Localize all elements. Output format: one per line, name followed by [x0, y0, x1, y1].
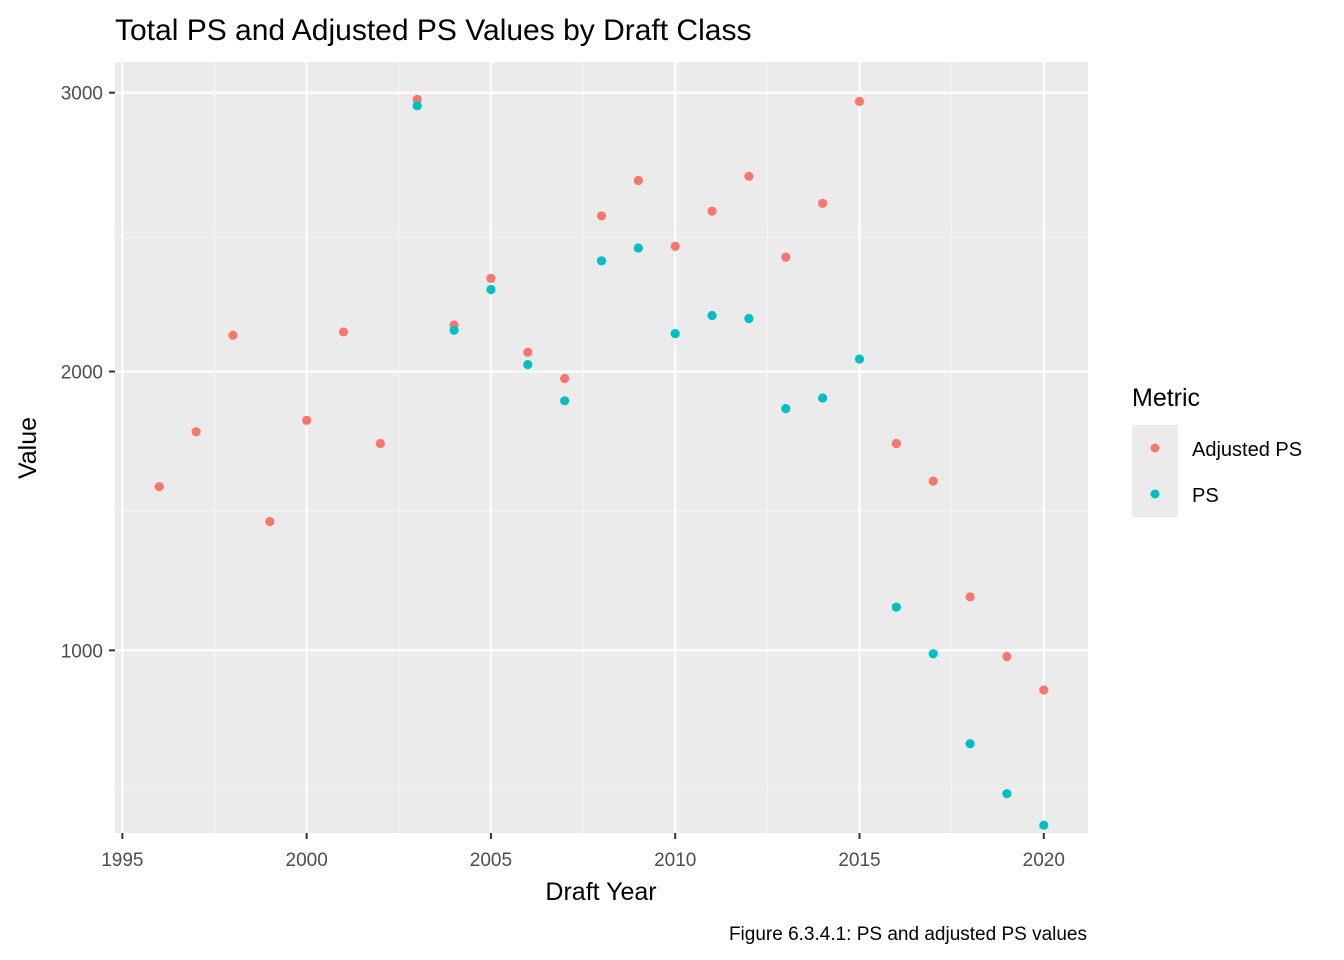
point-ps	[965, 739, 975, 749]
point-adjusted-ps	[412, 94, 422, 104]
legend-marker-ps	[1150, 489, 1160, 499]
point-ps	[560, 396, 570, 406]
point-adjusted-ps	[228, 330, 238, 340]
point-adjusted-ps	[265, 516, 275, 527]
x-axis: 1995 2000 2005 2010 2015 2020	[101, 833, 1065, 871]
point-ps	[744, 313, 754, 324]
chart-title: Total PS and Adjusted PS Values by Draft…	[115, 14, 751, 47]
x-tick-label: 2010	[654, 850, 696, 871]
point-ps	[670, 328, 680, 339]
point-adjusted-ps	[670, 241, 680, 251]
point-adjusted-ps	[818, 198, 828, 208]
point-adjusted-ps	[854, 96, 865, 106]
point-adjusted-ps	[154, 482, 164, 492]
point-adjusted-ps	[596, 211, 607, 221]
y-tick-label: 2000	[61, 363, 103, 384]
point-ps	[449, 325, 459, 335]
point-ps	[781, 404, 791, 414]
point-ps	[1039, 820, 1049, 830]
point-adjusted-ps	[302, 415, 312, 425]
legend: Metric Adjusted PS PS	[1132, 384, 1302, 517]
point-adjusted-ps	[744, 171, 754, 181]
point-ps	[818, 393, 828, 403]
point-adjusted-ps	[707, 206, 717, 216]
legend-label-ps: PS	[1192, 485, 1219, 507]
point-adjusted-ps	[781, 252, 791, 262]
plot-panel	[115, 62, 1088, 833]
point-ps	[486, 284, 496, 295]
figure-caption: Figure 6.3.4.1: PS and adjusted PS value…	[729, 924, 1087, 945]
data-points	[154, 94, 1049, 830]
point-adjusted-ps	[560, 373, 570, 384]
y-axis: 1000 2000 3000	[61, 84, 115, 662]
point-adjusted-ps	[928, 476, 938, 486]
legend-marker-adjusted-ps	[1150, 443, 1160, 453]
major-gridlines	[115, 62, 1088, 833]
legend-title: Metric	[1132, 384, 1200, 412]
x-axis-title: Draft Year	[545, 878, 656, 906]
x-tick-label: 1995	[101, 850, 143, 871]
point-adjusted-ps	[523, 347, 533, 357]
point-adjusted-ps	[486, 273, 496, 283]
point-ps	[1002, 789, 1012, 799]
minor-gridlines	[115, 62, 1088, 833]
point-adjusted-ps	[633, 175, 643, 186]
point-ps	[633, 243, 643, 253]
x-tick-label: 2000	[286, 850, 328, 871]
point-adjusted-ps	[191, 427, 201, 437]
legend-label-adjusted-ps: Adjusted PS	[1192, 439, 1302, 461]
point-adjusted-ps	[965, 592, 975, 602]
point-ps	[854, 354, 865, 364]
point-adjusted-ps	[338, 327, 349, 337]
point-ps	[596, 256, 607, 266]
y-tick-label: 3000	[61, 84, 103, 105]
point-adjusted-ps	[375, 438, 385, 449]
point-ps	[891, 602, 901, 612]
point-adjusted-ps	[891, 438, 901, 449]
point-ps	[928, 649, 938, 659]
point-ps	[707, 310, 717, 321]
point-ps	[523, 359, 533, 370]
x-tick-label: 2015	[838, 850, 880, 871]
y-axis-title: Value	[14, 417, 42, 479]
point-ps	[412, 101, 422, 111]
point-adjusted-ps	[1039, 685, 1049, 695]
x-tick-label: 2005	[470, 850, 512, 871]
x-tick-label: 2020	[1023, 850, 1065, 871]
y-tick-label: 1000	[61, 641, 103, 662]
point-adjusted-ps	[1002, 651, 1012, 662]
